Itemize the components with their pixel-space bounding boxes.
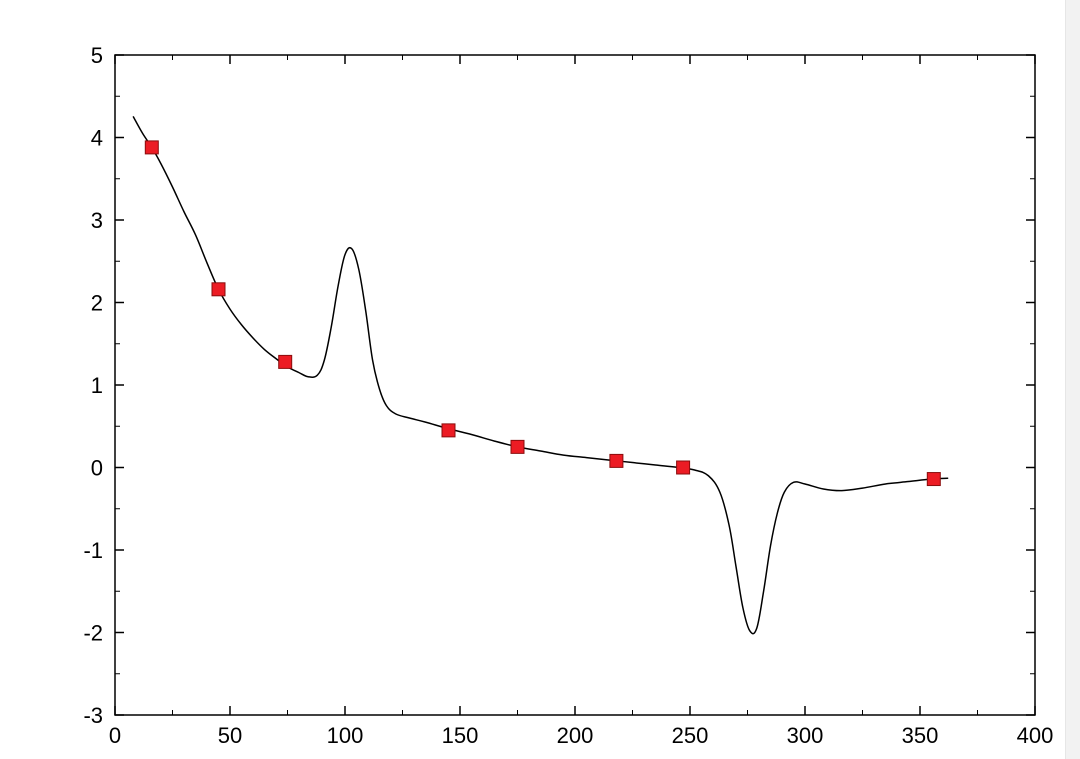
y-tick-label: 3 — [91, 208, 103, 233]
x-tick-label: 50 — [218, 723, 242, 748]
data-marker — [442, 424, 455, 437]
y-tick-label: 5 — [91, 43, 103, 68]
y-tick-label: 1 — [91, 373, 103, 398]
line-scatter-chart: 0 50 100 150 200 250 300 350 400 -3 -2 -1 0 1 2 3 4 5 — [0, 0, 1080, 759]
data-marker — [511, 440, 524, 453]
scroll-strip — [1065, 0, 1080, 759]
y-tick-label: 4 — [91, 126, 103, 151]
x-tick-label: 400 — [1017, 723, 1054, 748]
data-marker — [212, 283, 225, 296]
y-tick-label: -1 — [83, 538, 103, 563]
data-marker — [145, 141, 158, 154]
x-tick-label: 0 — [109, 723, 121, 748]
data-marker — [927, 473, 940, 486]
x-tick-label: 100 — [327, 723, 364, 748]
y-tick-label: 0 — [91, 456, 103, 481]
y-tick-label: 2 — [91, 291, 103, 316]
chart-page: 0 50 100 150 200 250 300 350 400 -3 -2 -1 0 1 2 3 4 5 — [0, 0, 1080, 759]
y-tick-label: -3 — [83, 703, 103, 728]
data-marker — [677, 461, 690, 474]
y-tick-label: -2 — [83, 621, 103, 646]
x-tick-label: 300 — [787, 723, 824, 748]
data-marker — [279, 355, 292, 368]
x-tick-label: 250 — [672, 723, 709, 748]
x-tick-label: 150 — [442, 723, 479, 748]
x-tick-label: 350 — [902, 723, 939, 748]
x-tick-label: 200 — [557, 723, 594, 748]
data-marker — [610, 454, 623, 467]
